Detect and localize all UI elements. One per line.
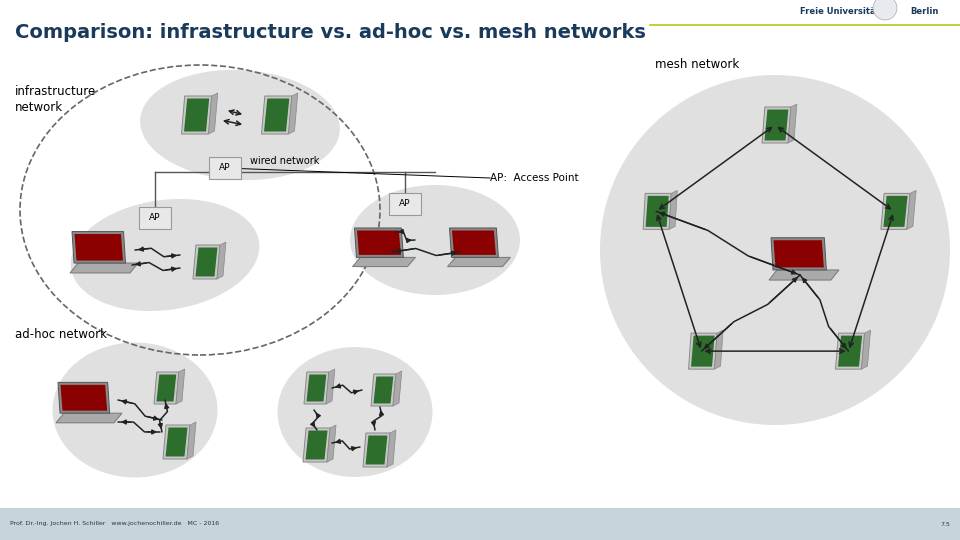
Polygon shape: [305, 430, 327, 460]
Polygon shape: [447, 258, 511, 267]
Text: AP: AP: [399, 199, 411, 208]
FancyBboxPatch shape: [389, 193, 421, 215]
Text: Prof. Dr.-Ing. Jochen H. Schiller   www.jochenochiller.de   MC - 2016: Prof. Dr.-Ing. Jochen H. Schiller www.jo…: [10, 522, 219, 526]
Polygon shape: [393, 371, 402, 406]
FancyBboxPatch shape: [209, 157, 241, 179]
Polygon shape: [861, 330, 871, 369]
Ellipse shape: [140, 70, 340, 180]
Polygon shape: [303, 428, 330, 462]
Polygon shape: [193, 245, 220, 279]
Text: Comparison: infrastructure vs. ad-hoc vs. mesh networks: Comparison: infrastructure vs. ad-hoc vs…: [15, 23, 646, 42]
Polygon shape: [373, 376, 394, 403]
Polygon shape: [304, 372, 329, 404]
Polygon shape: [688, 333, 717, 369]
Polygon shape: [452, 231, 496, 255]
Ellipse shape: [350, 185, 520, 295]
Polygon shape: [326, 369, 335, 404]
Polygon shape: [156, 375, 177, 402]
Polygon shape: [264, 98, 289, 132]
Polygon shape: [907, 191, 916, 229]
Text: ad-hoc network: ad-hoc network: [15, 328, 107, 341]
Polygon shape: [363, 433, 390, 467]
Text: mesh network: mesh network: [655, 58, 739, 71]
Polygon shape: [881, 193, 910, 230]
Polygon shape: [72, 232, 126, 263]
Polygon shape: [261, 96, 292, 134]
Polygon shape: [217, 242, 226, 279]
Text: 7.5: 7.5: [940, 522, 950, 526]
Polygon shape: [154, 372, 179, 404]
Polygon shape: [788, 104, 797, 143]
Polygon shape: [387, 430, 396, 467]
Polygon shape: [187, 422, 196, 459]
Text: infrastructure
network: infrastructure network: [15, 85, 96, 114]
Polygon shape: [771, 238, 827, 270]
Polygon shape: [181, 96, 212, 134]
Polygon shape: [357, 231, 401, 255]
Bar: [0, 508, 960, 540]
Polygon shape: [354, 228, 403, 258]
Ellipse shape: [53, 342, 218, 477]
Polygon shape: [306, 375, 326, 402]
Polygon shape: [58, 382, 109, 413]
Polygon shape: [176, 369, 184, 404]
Polygon shape: [184, 98, 209, 132]
Text: wired network: wired network: [251, 156, 320, 166]
Polygon shape: [327, 425, 336, 462]
Polygon shape: [352, 258, 416, 267]
Text: AP: AP: [219, 164, 230, 172]
Polygon shape: [60, 385, 108, 410]
Text: Freie Universität: Freie Universität: [800, 8, 879, 17]
Circle shape: [873, 0, 897, 20]
Polygon shape: [163, 425, 190, 459]
Polygon shape: [714, 330, 723, 369]
Polygon shape: [371, 374, 396, 406]
Polygon shape: [208, 93, 218, 134]
Polygon shape: [70, 263, 138, 273]
Polygon shape: [764, 110, 788, 140]
Text: AP:  Access Point: AP: Access Point: [490, 173, 579, 183]
Polygon shape: [165, 428, 187, 456]
Text: AP: AP: [149, 213, 160, 222]
Polygon shape: [56, 413, 122, 423]
Polygon shape: [774, 240, 824, 267]
Polygon shape: [669, 191, 677, 229]
Text: Berlin: Berlin: [910, 8, 938, 17]
Polygon shape: [646, 196, 669, 227]
Polygon shape: [449, 228, 498, 258]
FancyBboxPatch shape: [139, 207, 171, 229]
Polygon shape: [643, 193, 671, 230]
Polygon shape: [366, 435, 388, 464]
Polygon shape: [835, 333, 865, 369]
Polygon shape: [691, 336, 714, 367]
Ellipse shape: [71, 199, 259, 311]
Polygon shape: [75, 234, 123, 260]
Polygon shape: [769, 270, 839, 280]
Polygon shape: [762, 107, 791, 143]
Ellipse shape: [277, 347, 433, 477]
Polygon shape: [883, 196, 907, 227]
Circle shape: [600, 75, 950, 425]
Polygon shape: [289, 93, 298, 134]
Polygon shape: [196, 247, 218, 276]
Polygon shape: [838, 336, 862, 367]
